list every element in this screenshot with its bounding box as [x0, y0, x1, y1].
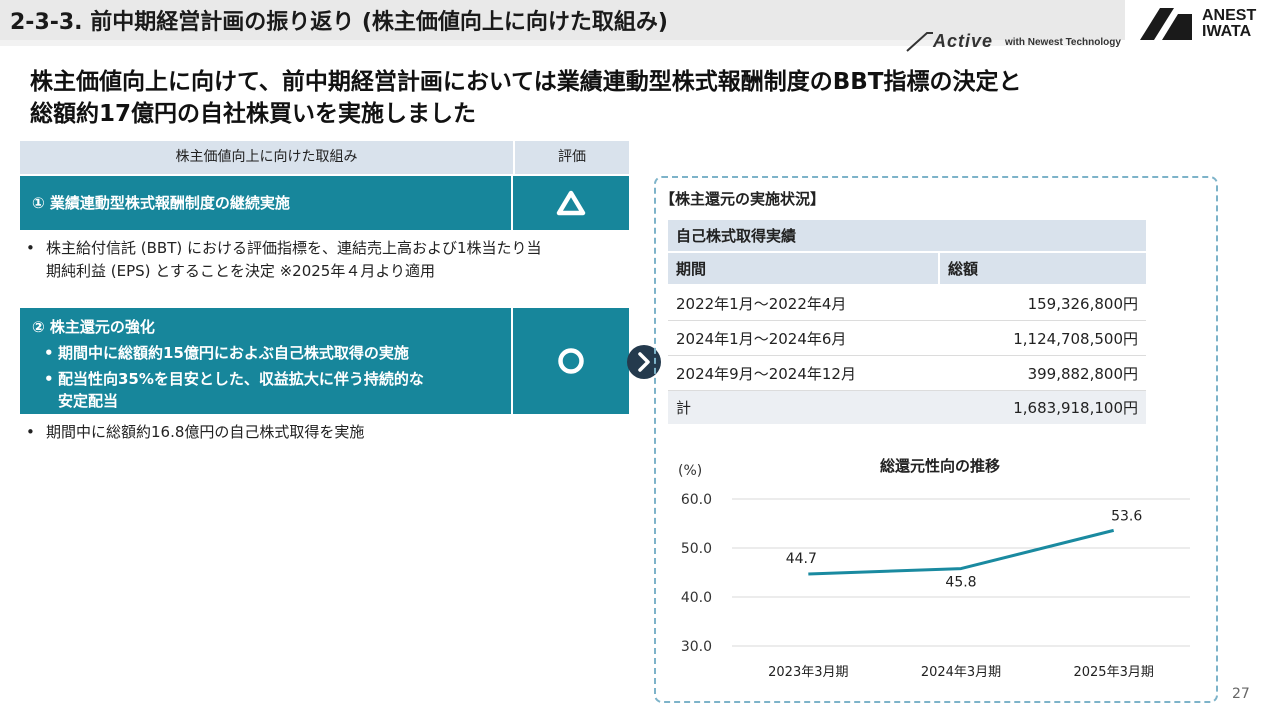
title-band-shadow	[0, 40, 1100, 46]
data-label: 44.7	[786, 551, 817, 567]
bullet: •	[26, 423, 35, 441]
initiatives-table-header: 株主価値向上に向けた取組み 評価	[20, 141, 629, 174]
tagline-active: Active	[933, 31, 994, 51]
note-2-line-1: 期間中に総額約16.8億円の自己株式取得を実施	[46, 423, 365, 441]
col-rating: 評価	[558, 149, 586, 165]
section-title: 2-3-3. 前中期経営計画の振り返り (株主価値向上に向けた取組み)	[10, 10, 668, 35]
bullet: •	[26, 239, 35, 257]
row-amount: 1,124,708,500円	[940, 321, 1146, 356]
logo-text: ANEST IWATA	[1202, 7, 1257, 40]
row-period: 2024年1月～2024年6月	[668, 321, 940, 356]
title-band	[0, 0, 1125, 40]
initiative-1-rating	[513, 176, 629, 230]
payout-ratio-chart: 総還元性向の推移 (%) 30.0 40.0 50.0 60.0 2023年3月期 20…	[678, 457, 1190, 680]
y-tick-label: 30.0	[681, 639, 712, 655]
note-1-line-2: 期純利益 (EPS) とすることを決定 ※2025年４月より適用	[46, 262, 436, 280]
initiative-2-sub-1: • 期間中に総額約15億円におよぶ自己株式取得の実施	[44, 344, 409, 362]
x-tick-label: 2024年3月期	[921, 665, 1001, 680]
table-row: 2022年1月～2022年4月 159,326,800円	[668, 286, 1146, 321]
y-tick-label: 40.0	[681, 590, 712, 606]
row-amount: 399,882,800円	[940, 356, 1146, 391]
logo-mark-icon	[1140, 8, 1192, 40]
initiative-row-1: ① 業績連動型株式報酬制度の継続実施	[20, 176, 629, 230]
buyback-table-header: 期間 総額	[668, 253, 1146, 286]
triangle-icon	[556, 190, 586, 216]
row-amount: 159,326,800円	[940, 286, 1146, 321]
initiative-2-rating	[513, 308, 629, 414]
x-tick-label: 2023年3月期	[768, 665, 848, 680]
y-tick-label: 60.0	[681, 492, 712, 508]
series-line	[808, 528, 1115, 576]
total-label: 計	[668, 391, 940, 426]
y-tick-label: 50.0	[681, 541, 712, 557]
data-label: 53.6	[1111, 508, 1142, 524]
table-total-row: 計 1,683,918,100円	[668, 391, 1146, 426]
panel-title: 【株主還元の実施状況】	[660, 190, 826, 208]
initiatives-table-row-2: ② 株主還元の強化 • 期間中に総額約15億円におよぶ自己株式取得の実施 • 配…	[20, 306, 629, 414]
initiative-2-cell: ② 株主還元の強化 • 期間中に総額約15億円におよぶ自己株式取得の実施 • 配…	[20, 308, 513, 414]
col-amount: 総額	[940, 253, 1146, 286]
initiatives-table: 株主価値向上に向けた取組み 評価 ① 業績連動型株式報酬制度の継続実施	[20, 141, 629, 230]
shareholder-return-panel	[654, 176, 1218, 703]
top-bar: 2-3-3. 前中期経営計画の振り返り (株主価値向上に向けた取組み) Acti…	[0, 0, 1280, 52]
note-1-line-1: 株主給付信託 (BBT) における評価指標を、連結売上高および1株当たり当	[46, 239, 542, 257]
headline-line-2: 総額約17億円の自社株買いを実施しました	[30, 101, 477, 127]
company-logo: ANEST IWATA	[1140, 6, 1280, 46]
tagline-newest: with Newest Technology	[1005, 37, 1121, 48]
col-period: 期間	[668, 253, 940, 286]
circle-icon	[558, 348, 584, 374]
x-tick-label: 2025年3月期	[1073, 665, 1153, 680]
data-label: 45.8	[945, 575, 976, 591]
tagline: Active with Newest Technology	[905, 31, 1135, 53]
table-row: 2024年1月～2024年6月 1,124,708,500円	[668, 321, 1146, 356]
headline-line-1: 株主価値向上に向けて、前中期経営計画においては業績連動型株式報酬制度のBBT指標…	[30, 69, 1022, 95]
page-number: 27	[1232, 686, 1250, 702]
initiative-2-sub-2: • 配当性向35%を目安とした、収益拡大に伴う持続的な 安定配当	[44, 370, 424, 410]
buyback-table: 自己株式取得実績 期間 総額 2022年1月～2022年4月 159,326,8…	[668, 220, 1146, 426]
headline: 株主価値向上に向けて、前中期経営計画においては業績連動型株式報酬制度のBBT指標…	[30, 66, 1260, 130]
row-period: 2022年1月～2022年4月	[668, 286, 940, 321]
initiative-2-note: • 期間中に総額約16.8億円の自己株式取得を実施	[26, 421, 364, 444]
chart-ylabel: (%)	[678, 463, 702, 479]
initiative-row-2: ② 株主還元の強化 • 期間中に総額約15億円におよぶ自己株式取得の実施 • 配…	[20, 308, 629, 414]
chart-title: 総還元性向の推移	[880, 457, 1000, 475]
total-amount: 1,683,918,100円	[940, 391, 1146, 426]
table-row: 2024年9月～2024年12月 399,882,800円	[668, 356, 1146, 391]
col-initiative: 株主価値向上に向けた取組み	[20, 141, 515, 174]
tagline-slash-icon	[906, 32, 933, 52]
initiative-2-title: ② 株主還元の強化	[32, 318, 155, 336]
row-period: 2024年9月～2024年12月	[668, 356, 940, 391]
chevron-right-icon	[638, 352, 650, 372]
buyback-table-title: 自己株式取得実績	[668, 220, 1146, 253]
initiative-1-note: • 株主給付信託 (BBT) における評価指標を、連結売上高および1株当たり当 …	[26, 237, 542, 283]
buyback-table-title-row: 自己株式取得実績	[668, 220, 1146, 253]
initiative-1-title: ① 業績連動型株式報酬制度の継続実施	[20, 176, 513, 230]
